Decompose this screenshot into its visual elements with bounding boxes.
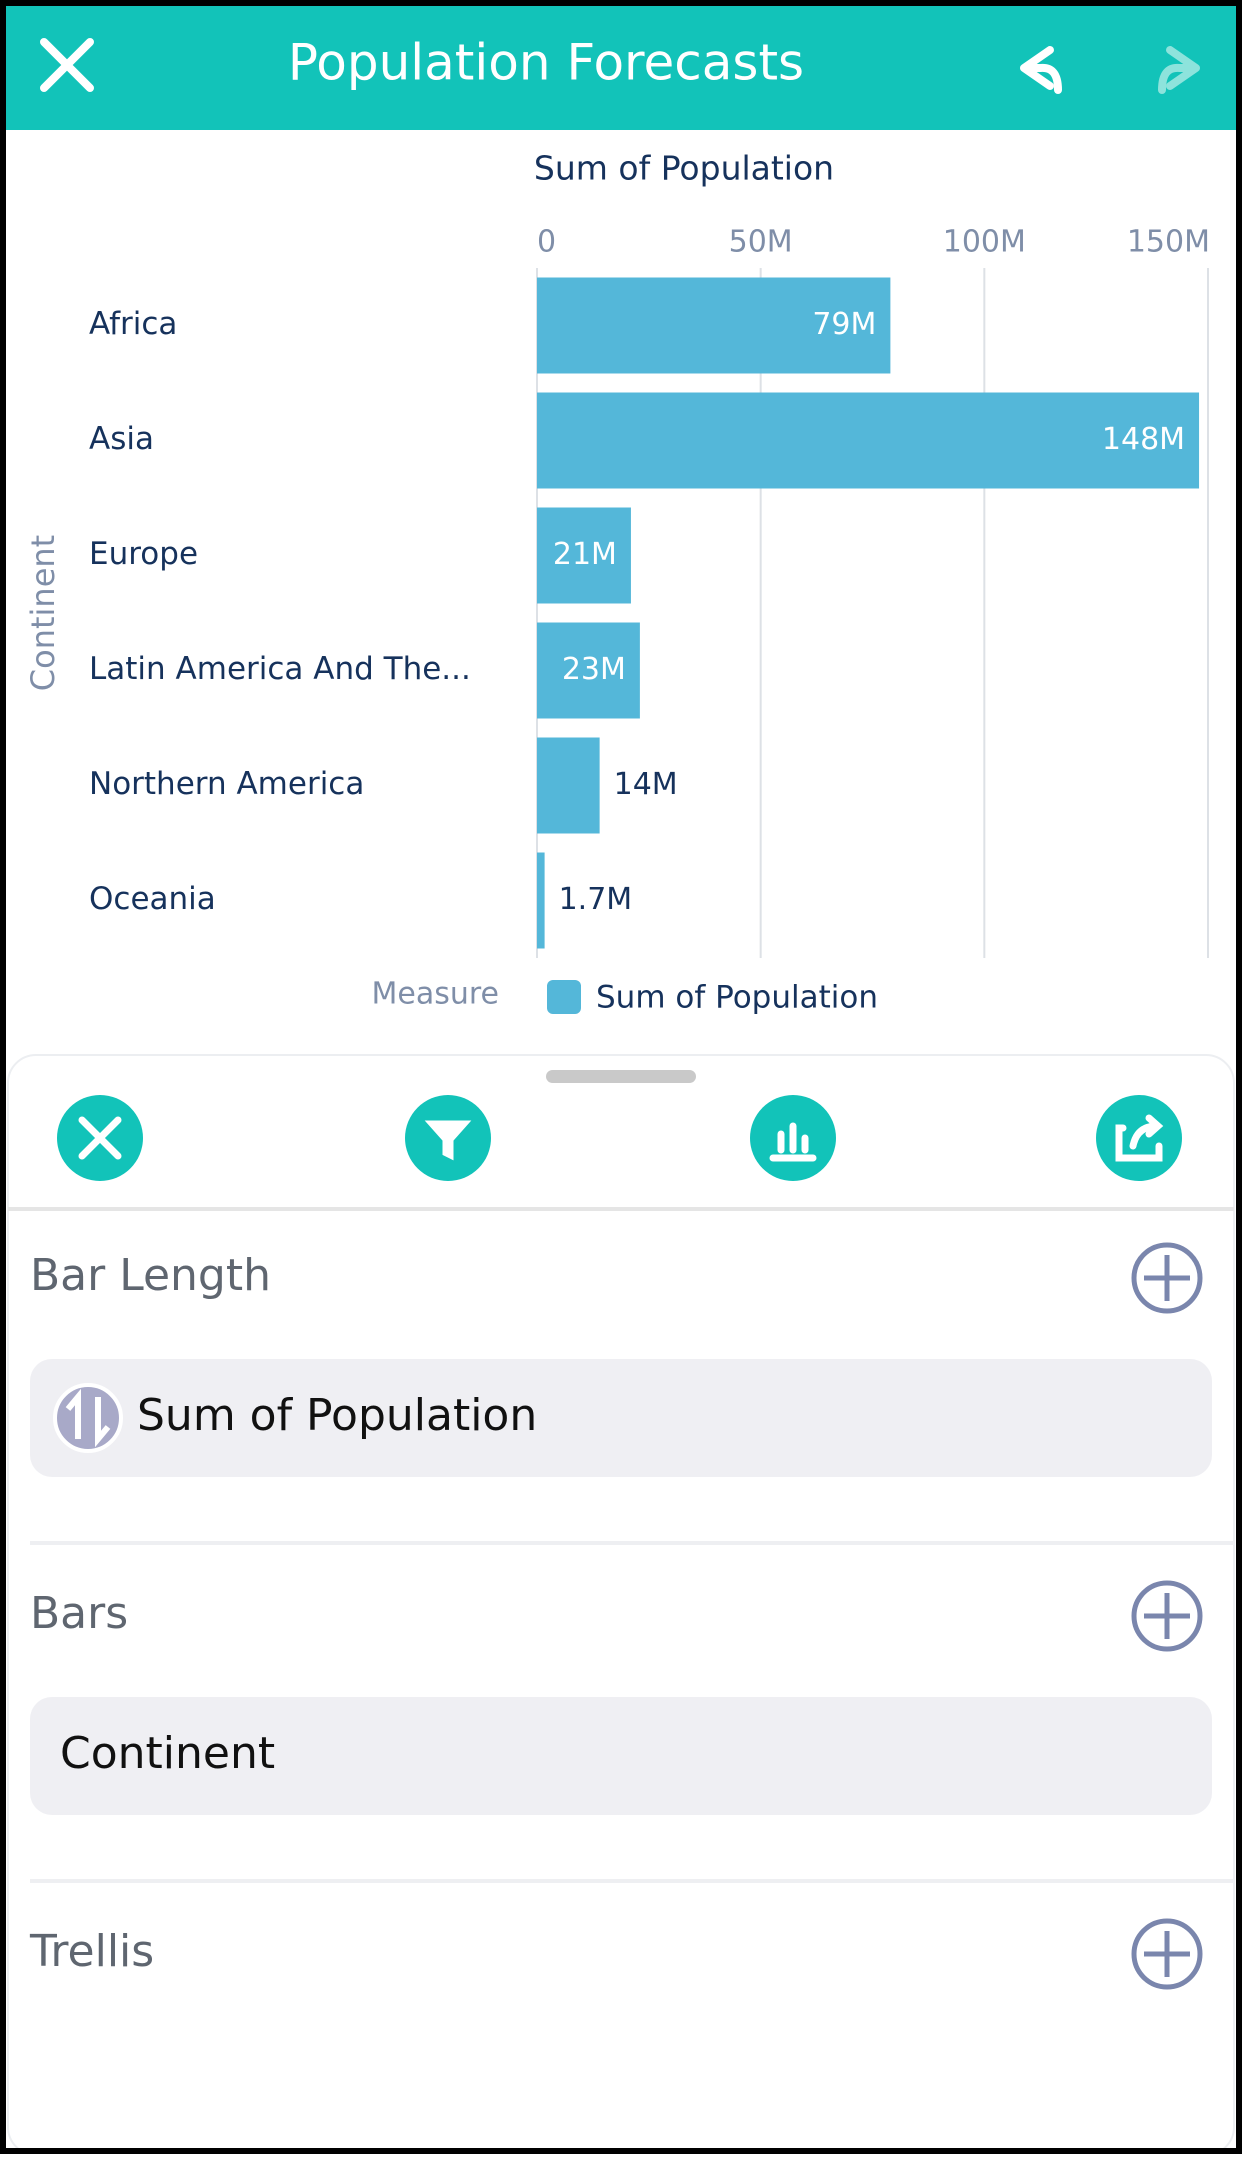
add-plus <box>1144 1593 1190 1639</box>
add-plus <box>1144 1255 1190 1301</box>
add-circle <box>1131 1580 1203 1652</box>
axis-title: Sum of Population <box>534 149 834 188</box>
legend-entry: Sum of Population <box>596 980 878 1016</box>
category-label: Europe <box>89 536 198 572</box>
category-label: Africa <box>89 306 177 342</box>
panel: Bar Length Sum of Population Bars Continent… <box>29 1242 1234 1990</box>
add-button[interactable] <box>1131 1918 1203 1990</box>
x-tick-label: 50M <box>729 225 793 260</box>
header-title: Population Forecasts <box>288 34 804 92</box>
close-button[interactable] <box>40 38 94 92</box>
category-label: Asia <box>89 421 154 457</box>
add-plus <box>1144 1931 1190 1977</box>
add-circle <box>1131 1242 1203 1314</box>
add-circle <box>1131 1918 1203 1990</box>
chart: Sum of Population Continent 0 50M 100M 150M… <box>24 149 1210 1016</box>
category-label: Latin America And The... <box>89 651 471 687</box>
bar <box>537 392 1200 489</box>
section-title: Bar Length <box>30 1250 271 1301</box>
add-button[interactable] <box>1131 1242 1203 1314</box>
section-title: Bars <box>30 1588 128 1639</box>
value-label: 148M <box>1102 422 1185 457</box>
add-button[interactable] <box>1131 1580 1203 1652</box>
value-label: 1.7M <box>559 882 633 917</box>
bar <box>537 507 631 604</box>
x-tick-label: 0 <box>537 225 556 260</box>
icon-glyphs <box>78 1114 1164 1162</box>
bar <box>537 622 640 719</box>
section-title: Trellis <box>29 1926 154 1977</box>
y-axis-label: Continent <box>24 535 62 691</box>
bottom-sheet <box>7 1054 1235 2156</box>
bar <box>537 277 891 374</box>
x-tick-label: 100M <box>943 225 1026 260</box>
bar <box>537 737 600 834</box>
field-pill[interactable] <box>30 1359 1212 1477</box>
legend-title: Measure <box>372 977 500 1012</box>
legend-swatch <box>547 980 581 1014</box>
x-tick-label: 150M <box>1127 225 1210 260</box>
measure-arrows <box>65 1388 111 1448</box>
undo-button[interactable] <box>1020 46 1062 94</box>
field-name: Continent <box>60 1728 275 1779</box>
category-label: Oceania <box>89 881 216 917</box>
field-pill[interactable] <box>30 1697 1212 1815</box>
field-name: Sum of Population <box>137 1390 537 1441</box>
value-label: 23M <box>562 652 626 687</box>
drag-handle[interactable] <box>546 1070 696 1083</box>
value-label: 14M <box>614 767 678 802</box>
category-label: Northern America <box>89 766 364 802</box>
bar <box>537 852 545 949</box>
value-label: 79M <box>812 307 876 342</box>
redo-button[interactable] <box>1158 46 1200 94</box>
value-label: 21M <box>553 537 617 572</box>
measure-icon <box>53 1383 123 1453</box>
